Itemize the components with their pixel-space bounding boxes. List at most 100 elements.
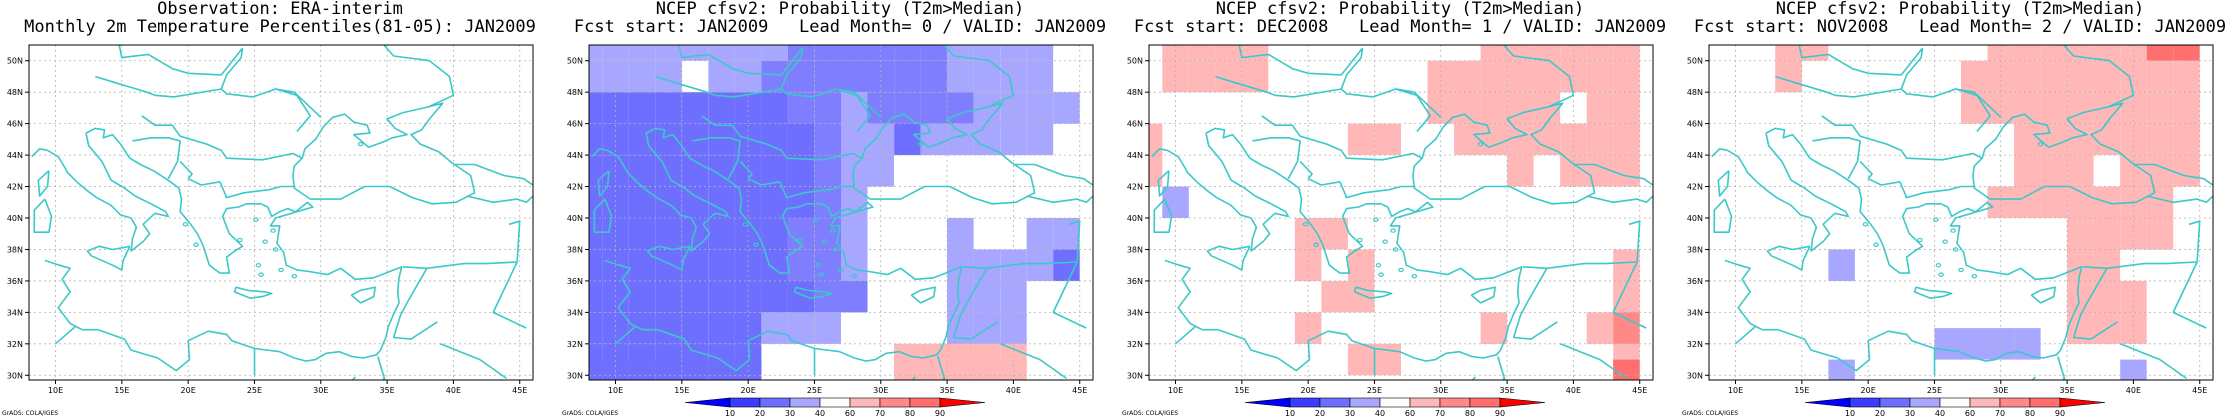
island xyxy=(1302,222,1309,227)
coastline xyxy=(604,259,855,372)
colorbar-swatch xyxy=(1244,397,1291,408)
lon-tick-label: 20E xyxy=(1861,386,1876,395)
probability-cell xyxy=(2014,123,2041,156)
probability-cell xyxy=(2067,280,2094,313)
colorbar-label: 60 xyxy=(1405,409,1415,418)
coastline xyxy=(1713,198,1733,233)
lon-tick-label: 10E xyxy=(1168,386,1183,395)
probability-cell xyxy=(2040,45,2068,61)
probability-cell xyxy=(787,280,815,313)
probability-cell xyxy=(2040,60,2068,93)
probability-cell xyxy=(1241,45,1269,61)
lat-tick-label: 46N xyxy=(7,120,23,129)
probability-cell xyxy=(589,155,603,187)
probability-cell xyxy=(628,60,656,93)
colorbar-label: 10 xyxy=(1845,409,1855,418)
probability-cell xyxy=(1613,312,1640,344)
probability-cell xyxy=(2014,60,2041,93)
colorbar: 10 20 30 40 60 70 80 90 xyxy=(1804,397,2106,418)
probability-cell xyxy=(867,45,894,61)
probability-cell xyxy=(1026,123,1054,156)
coastline xyxy=(2072,267,2118,340)
probability-cell xyxy=(2173,92,2200,124)
colorbar-label: 70 xyxy=(875,409,885,418)
coastline xyxy=(911,376,916,380)
probability-cell xyxy=(1454,92,1481,124)
probability-cell xyxy=(628,123,656,156)
colorbar-swatch xyxy=(1909,397,1941,408)
probability-cell xyxy=(602,218,629,250)
grads-credit: GrADS: COLA/IGES xyxy=(562,410,619,417)
probability-cell xyxy=(2146,155,2174,187)
colorbar-swatch xyxy=(789,397,821,408)
panel-title-line1: NCEP cfsv2: Probability (T2m>Median) xyxy=(1215,0,1585,19)
coastline xyxy=(439,343,507,380)
probability-cell xyxy=(1480,312,1508,344)
coastline xyxy=(1252,137,1301,180)
coastline xyxy=(1353,286,1393,299)
lat-tick-label: 36N xyxy=(1127,277,1143,286)
probability-cell xyxy=(947,359,974,380)
probability-cell xyxy=(1347,249,1375,281)
lon-tick-label: 30E xyxy=(1433,386,1448,395)
island xyxy=(838,267,844,273)
probability-cell xyxy=(2067,218,2094,250)
coastline xyxy=(382,378,385,380)
probability-cell xyxy=(1801,45,1829,61)
island xyxy=(1958,267,1964,273)
coastline xyxy=(542,139,560,255)
panel-title-line2: Fcst start: NOV2008 Lead Month= 2 / VALI… xyxy=(1693,17,2227,37)
probability-cell xyxy=(1454,123,1481,156)
coastline xyxy=(937,356,946,380)
probability-cell xyxy=(1961,92,1988,124)
probability-cell xyxy=(708,123,735,156)
probability-cell xyxy=(814,45,841,61)
probability-cell xyxy=(1294,312,1322,344)
lon-tick-label: 25E xyxy=(247,386,262,395)
coastline xyxy=(793,286,833,299)
probability-cell xyxy=(867,123,894,156)
probability-cell xyxy=(947,123,974,156)
coastline xyxy=(910,286,936,304)
axis-labels: 10E 15E 20E 25E 30E 35E 40E 45E 30N 32N 34N 36N 38N 4… xyxy=(1687,57,2208,395)
coastline xyxy=(1724,259,1975,372)
probability-cell xyxy=(655,92,682,124)
probability-cell xyxy=(761,312,788,344)
lat-tick-label: 44N xyxy=(567,151,583,160)
lon-tick-label: 10E xyxy=(1728,386,1743,395)
colorbar-swatch xyxy=(1289,397,1321,408)
lon-tick-label: 35E xyxy=(1499,386,1514,395)
probability-cell xyxy=(589,186,603,218)
probability-cell xyxy=(628,45,656,61)
probability-cell xyxy=(814,92,841,124)
probability-cell xyxy=(708,45,735,61)
probability-cell xyxy=(814,312,841,344)
probability-cell xyxy=(761,45,788,61)
island xyxy=(1357,237,1363,243)
lon-tick-label: 35E xyxy=(2059,386,2074,395)
coastline xyxy=(402,220,521,270)
colorbar-swatch xyxy=(1349,397,1381,408)
colorbar-swatch xyxy=(729,397,761,408)
probability-cell xyxy=(1347,343,1375,376)
coastline xyxy=(1340,47,1364,90)
probability-cell xyxy=(973,280,1001,313)
lat-tick-label: 38N xyxy=(1127,245,1143,254)
lat-tick-label: 48N xyxy=(1687,88,1703,97)
probability-cell xyxy=(2067,123,2094,156)
map-plot: 10E 15E 20E 25E 30E 35E 40E 45E 30N 32N 34N 36N 38N 4… xyxy=(567,44,1094,418)
lat-tick-label: 40N xyxy=(567,214,583,223)
probability-cell xyxy=(1828,249,1855,281)
lon-tick-label: 25E xyxy=(807,386,822,395)
probability-cell xyxy=(681,280,709,313)
panel-title-line1: NCEP cfsv2: Probability (T2m>Median) xyxy=(655,0,1025,19)
panel-title-line2: Fcst start: DEC2008 Lead Month= 1 / VALI… xyxy=(1133,17,1667,37)
probability-cell xyxy=(2014,92,2041,124)
panel-lead0: NCEP cfsv2: Probability (T2m>Median) Fcs… xyxy=(560,0,1120,420)
probability-cell xyxy=(655,60,682,93)
coastline xyxy=(1734,325,1756,345)
colorbar-label: 10 xyxy=(1285,409,1295,418)
panel-title-line1: NCEP cfsv2: Probability (T2m>Median) xyxy=(1775,0,2145,19)
probability-cell xyxy=(2146,92,2174,124)
coastline xyxy=(2133,163,2213,204)
